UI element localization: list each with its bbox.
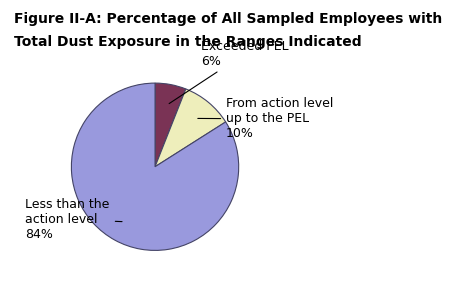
Text: Exceeded PEL
6%: Exceeded PEL 6% xyxy=(169,40,288,104)
Wedge shape xyxy=(71,83,238,250)
Wedge shape xyxy=(155,89,225,167)
Text: From action level
up to the PEL
10%: From action level up to the PEL 10% xyxy=(197,97,333,140)
Text: Total Dust Exposure in the Ranges Indicated: Total Dust Exposure in the Ranges Indica… xyxy=(14,35,360,49)
Text: Less than the
action level
84%: Less than the action level 84% xyxy=(25,198,122,241)
Text: Figure II-A: Percentage of All Sampled Employees with: Figure II-A: Percentage of All Sampled E… xyxy=(14,12,441,26)
Wedge shape xyxy=(155,83,186,167)
